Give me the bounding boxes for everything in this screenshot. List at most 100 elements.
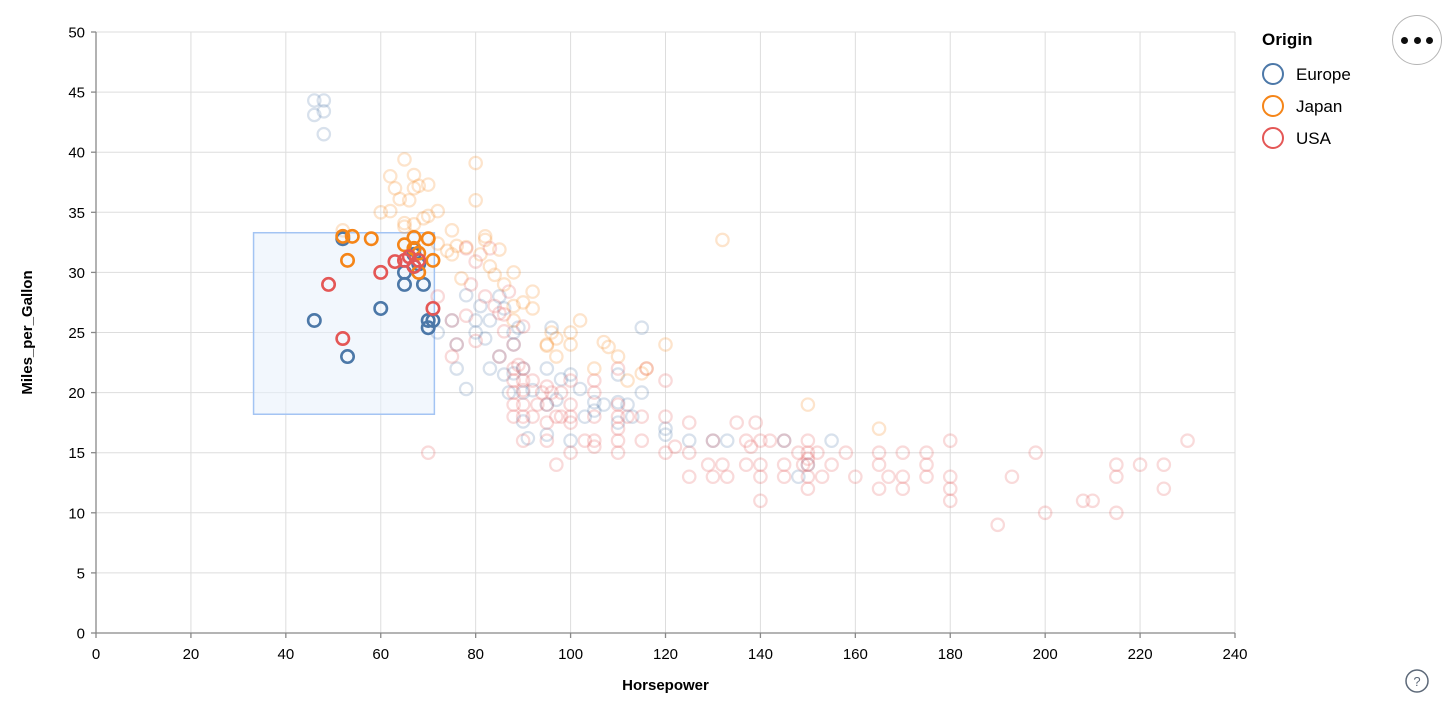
data-point[interactable]: [776, 469, 792, 485]
data-point[interactable]: [824, 433, 839, 448]
data-point[interactable]: [454, 271, 469, 286]
data-point[interactable]: [515, 397, 531, 412]
data-point[interactable]: [871, 457, 887, 473]
data-point[interactable]: [534, 385, 550, 400]
data-point[interactable]: [511, 357, 526, 373]
data-point[interactable]: [458, 241, 474, 256]
data-point[interactable]: [511, 320, 526, 335]
data-point[interactable]: [496, 307, 512, 322]
data-point[interactable]: [340, 349, 356, 365]
data-point[interactable]: [430, 289, 445, 304]
data-point[interactable]: [553, 409, 569, 424]
data-point[interactable]: [515, 319, 531, 334]
data-point[interactable]: [563, 367, 578, 382]
data-point[interactable]: [444, 247, 460, 262]
data-point[interactable]: [340, 252, 356, 268]
data-point[interactable]: [990, 517, 1006, 533]
data-point[interactable]: [430, 203, 445, 219]
data-point[interactable]: [492, 349, 507, 364]
data-point[interactable]: [468, 325, 483, 340]
data-point[interactable]: [1109, 469, 1124, 485]
data-point[interactable]: [482, 361, 498, 376]
data-point[interactable]: [895, 481, 911, 497]
data-point[interactable]: [705, 469, 721, 485]
data-point[interactable]: [544, 325, 559, 340]
data-point[interactable]: [563, 445, 578, 460]
data-point[interactable]: [871, 421, 887, 436]
data-point[interactable]: [800, 457, 816, 473]
data-point[interactable]: [667, 439, 683, 454]
data-point[interactable]: [563, 337, 578, 352]
data-point[interactable]: [506, 409, 521, 424]
data-point[interactable]: [501, 385, 517, 400]
data-point[interactable]: [639, 361, 654, 376]
legend-item-europe[interactable]: Europe: [1262, 58, 1432, 90]
data-point[interactable]: [544, 320, 559, 335]
data-point[interactable]: [634, 366, 650, 381]
data-point[interactable]: [705, 433, 721, 448]
data-point[interactable]: [444, 313, 460, 328]
data-point[interactable]: [420, 177, 436, 192]
data-point[interactable]: [482, 313, 498, 328]
data-point[interactable]: [506, 373, 521, 388]
data-point[interactable]: [458, 381, 474, 397]
data-point[interactable]: [515, 409, 531, 424]
data-point[interactable]: [525, 284, 540, 299]
data-point[interactable]: [487, 298, 502, 314]
data-point[interactable]: [596, 397, 612, 412]
data-point[interactable]: [800, 445, 816, 460]
data-point[interactable]: [549, 409, 564, 424]
data-point[interactable]: [477, 232, 493, 248]
data-point[interactable]: [753, 493, 768, 509]
data-point[interactable]: [743, 439, 759, 454]
data-points-selected[interactable]: [306, 228, 441, 365]
data-point[interactable]: [401, 192, 417, 208]
data-point[interactable]: [942, 481, 958, 497]
data-point[interactable]: [411, 245, 427, 261]
data-point[interactable]: [515, 382, 531, 398]
data-point[interactable]: [549, 457, 564, 473]
data-point[interactable]: [919, 445, 934, 460]
data-point[interactable]: [776, 433, 792, 448]
data-point[interactable]: [587, 373, 602, 388]
data-point[interactable]: [634, 385, 650, 400]
data-point[interactable]: [449, 337, 464, 352]
data-point[interactable]: [658, 427, 673, 442]
data-point[interactable]: [468, 333, 483, 349]
data-point[interactable]: [639, 361, 654, 376]
data-point[interactable]: [515, 385, 531, 400]
data-point[interactable]: [420, 445, 436, 460]
data-point[interactable]: [563, 325, 578, 340]
data-point[interactable]: [539, 415, 555, 430]
data-point[interactable]: [420, 231, 436, 247]
data-point[interactable]: [515, 361, 531, 376]
data-point[interactable]: [942, 433, 958, 448]
data-point[interactable]: [800, 469, 816, 485]
scatter-plot[interactable]: 0 20 40 60 80 100 120 140 160 180 200 220 240 0 5 10 15 2…: [0, 0, 1250, 712]
data-point[interactable]: [321, 276, 337, 292]
data-point[interactable]: [406, 167, 422, 183]
plot-svg[interactable]: 0 20 40 60 80 100 120 140 160 180 200 220 240 0 5 10 15 2…: [0, 0, 1250, 712]
data-point[interactable]: [738, 457, 754, 473]
data-point[interactable]: [753, 469, 768, 485]
chart-actions-menu-button[interactable]: [1392, 15, 1442, 65]
data-point[interactable]: [1132, 457, 1148, 473]
data-point[interactable]: [587, 409, 602, 424]
data-point[interactable]: [762, 433, 778, 448]
data-point[interactable]: [387, 180, 403, 196]
data-point[interactable]: [700, 457, 716, 473]
data-point[interactable]: [416, 211, 431, 226]
data-point[interactable]: [382, 168, 398, 184]
data-point[interactable]: [458, 287, 474, 303]
data-point[interactable]: [719, 433, 735, 448]
data-point[interactable]: [492, 305, 507, 321]
data-point[interactable]: [539, 427, 555, 442]
data-point[interactable]: [539, 433, 555, 448]
data-point[interactable]: [515, 373, 531, 388]
data-point[interactable]: [396, 276, 412, 292]
data-point[interactable]: [487, 267, 502, 283]
data-point[interactable]: [515, 295, 531, 310]
data-point[interactable]: [515, 361, 531, 376]
data-point[interactable]: [1085, 493, 1100, 509]
data-point[interactable]: [1037, 505, 1053, 521]
